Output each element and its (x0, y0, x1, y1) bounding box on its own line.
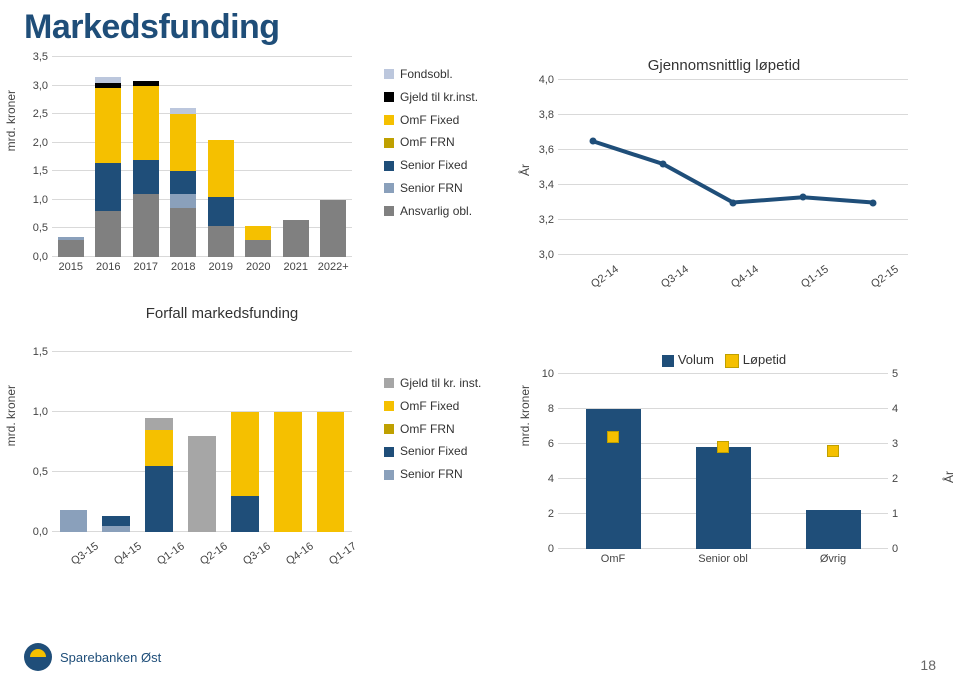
chart-quarterly: mrd. kroner 0,00,51,01,5Q3-15Q4-15Q1-16Q… (24, 352, 364, 602)
chart-volum-lopetid: Volum Løpetid mrd. kroner År 02468100123… (524, 352, 924, 602)
chart1-subtitle: Forfall markedsfunding (52, 305, 392, 322)
page-title: Markedsfunding (24, 8, 936, 47)
chart4-ylabel-left: mrd. kroner (518, 385, 532, 446)
logo: Sparebanken Øst (24, 643, 161, 671)
page-number: 18 (920, 657, 936, 673)
chart-lopetid: Gjennomsnittlig løpetid År 3,03,23,43,63… (524, 57, 924, 307)
chart2-title: Gjennomsnittlig løpetid (524, 57, 924, 74)
chart1-legend: Fondsobl.Gjeld til kr.inst.OmF FixedOmF … (384, 57, 504, 307)
logo-icon (24, 643, 52, 671)
chart-forfall: mrd. kroner 0,00,51,01,52,02,53,03,52015… (24, 57, 364, 307)
chart3-legend: Gjeld til kr. inst.OmF FixedOmF FRNSenio… (384, 352, 504, 602)
chart4-legend: Volum Løpetid (524, 352, 924, 368)
chart2-ylabel: År (518, 164, 532, 176)
chart4-ylabel-right: År (942, 471, 956, 483)
chart1-ylabel: mrd. kroner (4, 90, 18, 151)
logo-text: Sparebanken Øst (60, 650, 161, 665)
chart3-ylabel: mrd. kroner (4, 385, 18, 446)
